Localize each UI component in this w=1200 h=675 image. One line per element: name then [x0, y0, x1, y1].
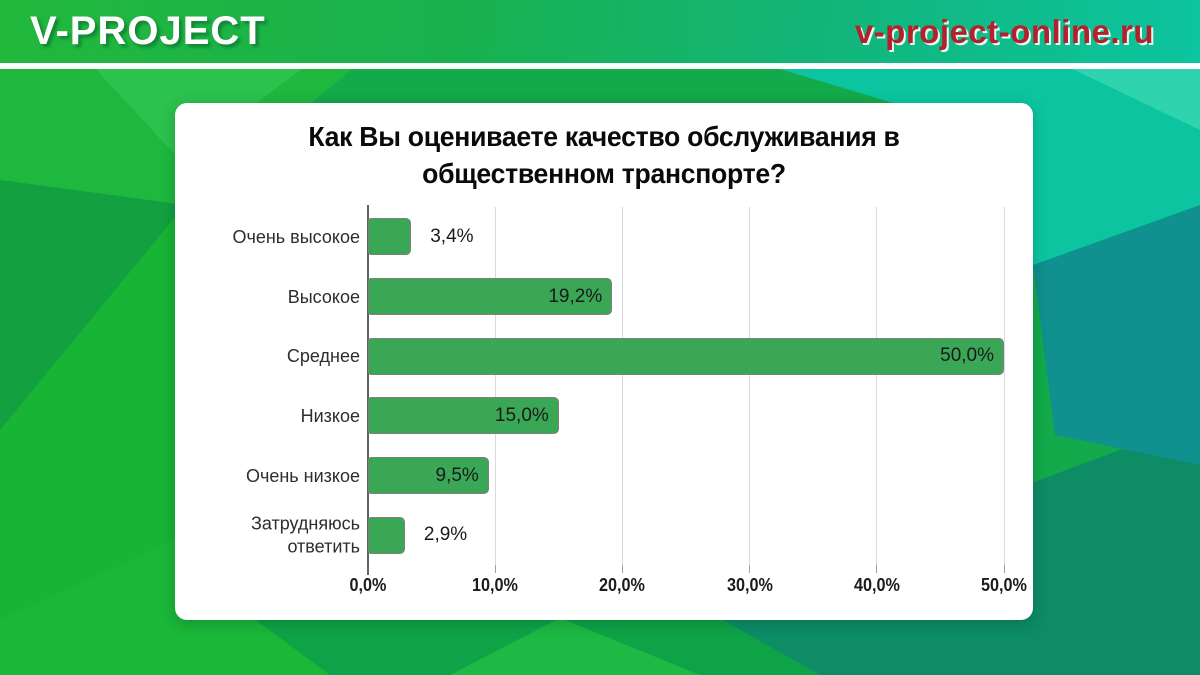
bar: [368, 337, 1004, 375]
value-label: 9,5%: [435, 464, 479, 486]
gridline: [1003, 207, 1005, 565]
value-label: 15,0%: [494, 404, 549, 426]
x-axis-tick-label: 0,0%: [349, 575, 387, 595]
x-axis-tick-label: 50,0%: [981, 575, 1027, 595]
value-label: 2,9%: [423, 524, 468, 546]
value-label: 19,2%: [548, 285, 603, 307]
value-label: 3,4%: [430, 225, 474, 247]
category-label: Высокое: [287, 286, 360, 307]
x-axis-tick-label: 40,0%: [853, 575, 900, 595]
gridline: [876, 207, 878, 565]
axis-tick-mark: [749, 565, 751, 573]
bar: [368, 516, 405, 554]
category-label: Очень высокое: [232, 226, 360, 247]
chart-card: Как Вы оцениваете качество обслуживания …: [175, 103, 1033, 620]
y-axis-line: [367, 205, 369, 575]
gridline: [749, 207, 751, 565]
gridline: [621, 207, 623, 565]
axis-tick-mark: [621, 565, 623, 573]
bar: [368, 218, 412, 256]
axis-tick-mark: [1003, 565, 1005, 573]
bar: [368, 397, 559, 435]
bar: [368, 278, 613, 315]
axis-tick-mark: [494, 565, 496, 573]
bar-chart-plot: 0,0% 10,0% 20,0% 30,0% 40,0% 50,0% Очень высок…: [232, 205, 1028, 595]
category-label: Среднее: [286, 345, 360, 366]
website-domain-link[interactable]: v-project-online.ru: [854, 13, 1154, 50]
category-label: Очень низкое: [245, 465, 360, 486]
gridline: [494, 207, 496, 565]
bar: [368, 457, 489, 494]
x-axis-tick-label: 10,0%: [472, 575, 519, 595]
header-bar: V-PROJECT v-project-online.ru: [0, 0, 1200, 69]
x-axis-tick-label: 30,0%: [726, 575, 773, 595]
axis-tick-mark: [876, 565, 878, 573]
chart-title: Как Вы оцениваете качество обслуживания …: [308, 121, 900, 189]
value-label: 50,0%: [940, 345, 994, 367]
x-axis-tick-label: 20,0%: [599, 575, 646, 595]
logo-text: V-PROJECT: [30, 9, 266, 53]
category-label: Низкое: [300, 405, 360, 426]
category-label: Затрудняюсь ответить: [250, 513, 360, 557]
